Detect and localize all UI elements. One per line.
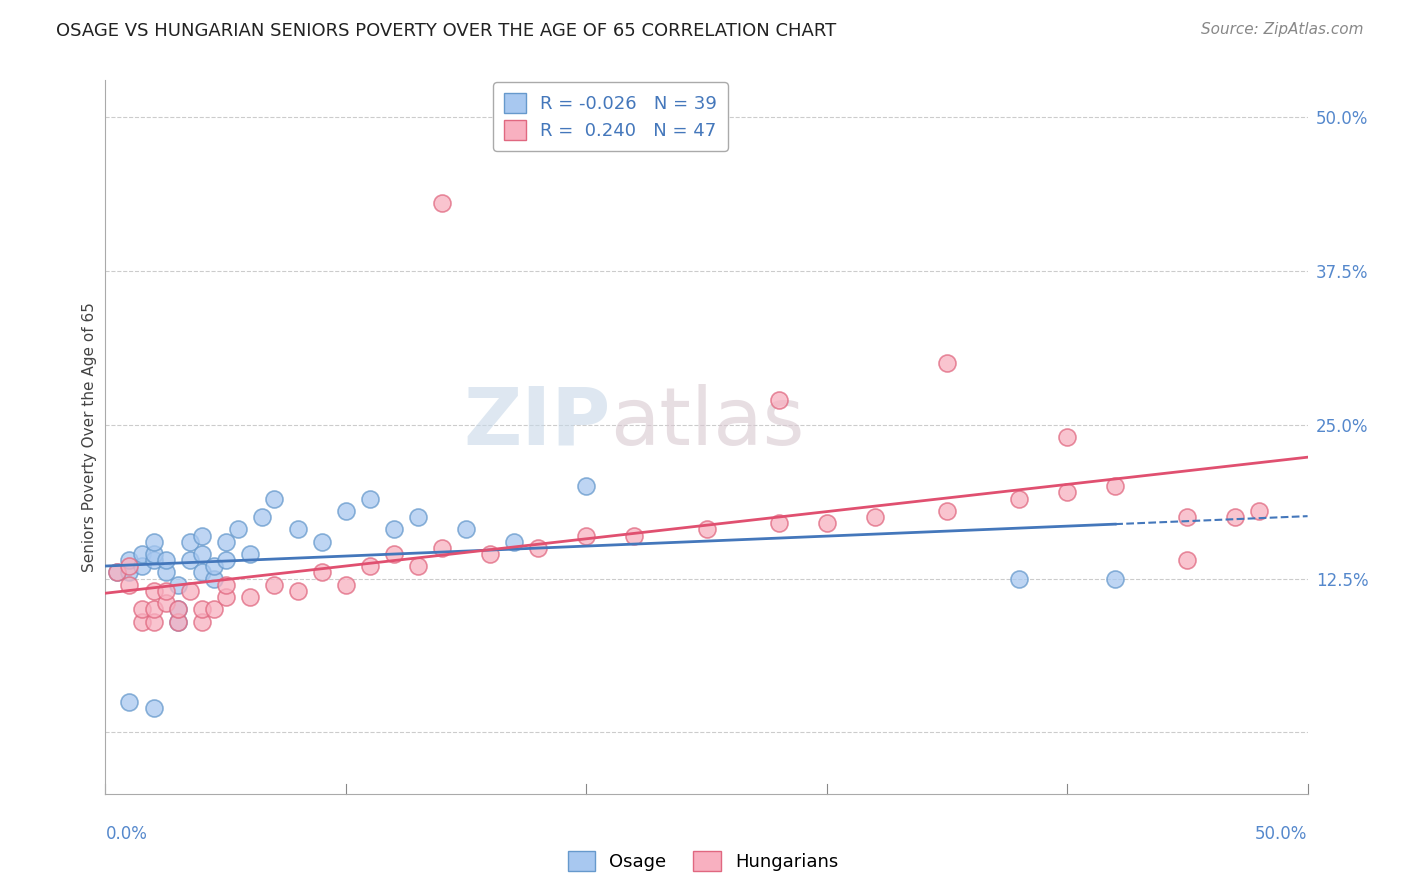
Point — [1008, 572, 1031, 586]
Text: atlas: atlas — [610, 384, 804, 462]
Point — [142, 602, 165, 616]
Point — [226, 522, 249, 536]
Point — [335, 578, 357, 592]
Point — [107, 566, 129, 580]
Point — [1175, 510, 1198, 524]
Point — [406, 510, 429, 524]
Point — [936, 504, 959, 518]
Legend: Osage, Hungarians: Osage, Hungarians — [561, 844, 845, 879]
Point — [287, 583, 309, 598]
Point — [190, 602, 212, 616]
Text: 50.0%: 50.0% — [1256, 825, 1308, 843]
Point — [575, 528, 598, 542]
Point — [250, 510, 273, 524]
Point — [142, 700, 165, 714]
Point — [311, 566, 333, 580]
Point — [503, 534, 526, 549]
Point — [768, 516, 790, 531]
Point — [118, 559, 141, 574]
Point — [190, 615, 212, 629]
Point — [359, 559, 381, 574]
Point — [239, 547, 262, 561]
Text: 0.0%: 0.0% — [105, 825, 148, 843]
Point — [214, 534, 236, 549]
Point — [142, 553, 165, 567]
Point — [623, 528, 645, 542]
Point — [815, 516, 838, 531]
Point — [131, 615, 153, 629]
Text: ZIP: ZIP — [463, 384, 610, 462]
Point — [527, 541, 550, 555]
Point — [1175, 553, 1198, 567]
Point — [166, 578, 188, 592]
Point — [263, 578, 285, 592]
Point — [1225, 510, 1247, 524]
Point — [142, 547, 165, 561]
Point — [131, 547, 153, 561]
Point — [179, 534, 201, 549]
Point — [263, 491, 285, 506]
Point — [454, 522, 477, 536]
Point — [214, 590, 236, 604]
Text: OSAGE VS HUNGARIAN SENIORS POVERTY OVER THE AGE OF 65 CORRELATION CHART: OSAGE VS HUNGARIAN SENIORS POVERTY OVER … — [56, 22, 837, 40]
Point — [1056, 430, 1078, 444]
Point — [214, 553, 236, 567]
Y-axis label: Seniors Poverty Over the Age of 65: Seniors Poverty Over the Age of 65 — [82, 302, 97, 572]
Point — [430, 541, 453, 555]
Point — [1249, 504, 1271, 518]
Point — [202, 559, 225, 574]
Point — [118, 553, 141, 567]
Point — [202, 602, 225, 616]
Point — [166, 615, 188, 629]
Point — [190, 566, 212, 580]
Point — [382, 522, 405, 536]
Point — [382, 547, 405, 561]
Point — [131, 559, 153, 574]
Point — [190, 547, 212, 561]
Point — [190, 528, 212, 542]
Point — [214, 578, 236, 592]
Point — [406, 559, 429, 574]
Point — [166, 602, 188, 616]
Point — [142, 534, 165, 549]
Point — [768, 393, 790, 408]
Point — [131, 602, 153, 616]
Point — [155, 566, 177, 580]
Point — [335, 504, 357, 518]
Point — [155, 583, 177, 598]
Point — [239, 590, 262, 604]
Point — [575, 479, 598, 493]
Point — [1104, 479, 1126, 493]
Legend: R = -0.026   N = 39, R =  0.240   N = 47: R = -0.026 N = 39, R = 0.240 N = 47 — [494, 82, 728, 151]
Point — [202, 572, 225, 586]
Point — [118, 695, 141, 709]
Point — [1056, 485, 1078, 500]
Point — [936, 356, 959, 370]
Point — [311, 534, 333, 549]
Point — [179, 583, 201, 598]
Point — [155, 596, 177, 610]
Point — [1104, 572, 1126, 586]
Point — [155, 553, 177, 567]
Point — [863, 510, 886, 524]
Point — [479, 547, 502, 561]
Point — [179, 553, 201, 567]
Text: Source: ZipAtlas.com: Source: ZipAtlas.com — [1201, 22, 1364, 37]
Point — [287, 522, 309, 536]
Point — [142, 615, 165, 629]
Point — [166, 615, 188, 629]
Point — [430, 196, 453, 211]
Point — [118, 578, 141, 592]
Point — [1008, 491, 1031, 506]
Point — [696, 522, 718, 536]
Point — [107, 566, 129, 580]
Point — [166, 602, 188, 616]
Point — [142, 583, 165, 598]
Point — [359, 491, 381, 506]
Point — [118, 566, 141, 580]
